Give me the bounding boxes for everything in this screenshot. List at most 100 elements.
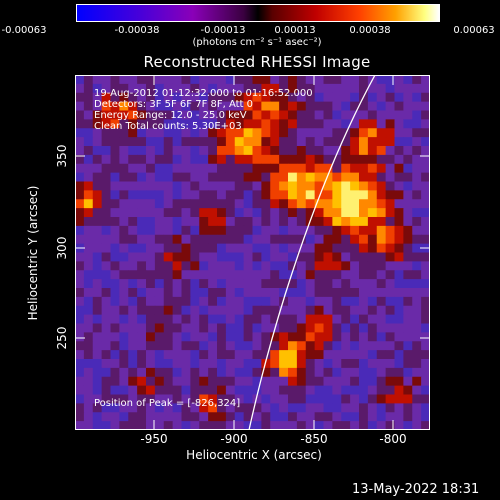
image-pixel: [332, 199, 342, 209]
image-pixel: [146, 279, 156, 289]
image-pixel: [83, 128, 94, 138]
image-pixel: [146, 359, 156, 369]
image-pixel: [252, 279, 262, 289]
image-pixel: [332, 208, 342, 218]
image-pixel: [261, 394, 271, 404]
image-pixel: [92, 296, 103, 307]
image-pixel: [412, 296, 422, 307]
image-pixel: [252, 119, 262, 129]
image-pixel: [75, 225, 85, 236]
image-pixel: [199, 225, 209, 236]
image-pixel: [128, 101, 138, 111]
image-pixel: [385, 296, 395, 307]
image-pixel: [359, 181, 369, 191]
image-pixel: [350, 119, 360, 129]
image-pixel: [110, 421, 120, 430]
image-pixel: [296, 83, 307, 94]
image-pixel: [403, 110, 413, 120]
image-pixel: [75, 252, 85, 262]
image-pixel: [190, 403, 200, 413]
image-pixel: [305, 252, 316, 262]
image-pixel: [350, 75, 360, 85]
image-pixel: [128, 146, 138, 156]
image-pixel: [217, 270, 227, 280]
image-pixel: [332, 146, 342, 156]
image-pixel: [172, 367, 182, 378]
image-pixel: [137, 208, 147, 218]
image-pixel: [252, 128, 262, 138]
image-pixel: [225, 101, 236, 111]
image-pixel: [296, 376, 307, 387]
image-pixel: [154, 305, 165, 316]
image-pixel: [190, 172, 200, 182]
image-pixel: [208, 376, 218, 387]
image-pixel: [359, 163, 369, 174]
image-pixel: [376, 288, 387, 298]
image-pixel: [137, 243, 147, 253]
image-pixel: [385, 341, 395, 351]
image-pixel: [234, 359, 245, 369]
image-pixel: [75, 376, 85, 387]
image-pixel: [163, 305, 174, 316]
image-pixel: [270, 101, 280, 111]
image-pixel: [75, 296, 85, 307]
image-pixel: [279, 270, 289, 280]
image-pixel: [101, 101, 111, 111]
image-pixel: [314, 412, 324, 422]
image-pixel: [305, 332, 316, 342]
image-pixel: [288, 252, 298, 262]
image-pixel: [137, 217, 147, 227]
image-pixel: [146, 154, 156, 165]
image-pixel: [181, 332, 191, 342]
image-pixel: [296, 243, 307, 253]
image-pixel: [92, 359, 103, 369]
image-pixel: [128, 163, 138, 174]
image-pixel: [154, 403, 165, 413]
image-pixel: [154, 341, 165, 351]
image-pixel: [305, 350, 316, 360]
image-pixel: [101, 234, 111, 245]
image-pixel: [137, 421, 147, 430]
image-pixel: [403, 421, 413, 430]
image-pixel: [350, 217, 360, 227]
image-pixel: [332, 234, 342, 245]
image-pixel: [154, 412, 165, 422]
image-pixel: [181, 403, 191, 413]
image-pixel: [83, 359, 94, 369]
image-pixel: [190, 199, 200, 209]
image-pixel: [367, 403, 378, 413]
image-pixel: [270, 421, 280, 430]
image-pixel: [332, 270, 342, 280]
image-pixel: [163, 75, 174, 85]
image-pixel: [341, 146, 351, 156]
image-pixel: [92, 350, 103, 360]
image-pixel: [421, 385, 430, 395]
image-pixel: [359, 110, 369, 120]
image-pixel: [181, 288, 191, 298]
image-pixel: [296, 75, 307, 85]
image-pixel: [163, 270, 174, 280]
image-pixel: [350, 225, 360, 236]
image-pixel: [288, 217, 298, 227]
image-pixel: [119, 367, 129, 378]
image-pixel: [288, 323, 298, 333]
image-pixel: [92, 270, 103, 280]
image-pixel: [128, 199, 138, 209]
image-pixel: [270, 190, 280, 200]
image-pixel: [119, 154, 129, 165]
image-pixel: [119, 190, 129, 200]
image-pixel: [110, 146, 120, 156]
image-pixel: [83, 172, 94, 182]
image-pixel: [119, 163, 129, 174]
image-pixel: [101, 359, 111, 369]
image-pixel: [367, 279, 378, 289]
image-pixel: [394, 92, 404, 103]
image-pixel: [270, 119, 280, 129]
image-pixel: [270, 154, 280, 165]
image-pixel: [367, 341, 378, 351]
image-pixel: [225, 288, 236, 298]
image-pixel: [154, 359, 165, 369]
image-pixel: [146, 75, 156, 85]
image-pixel: [359, 403, 369, 413]
image-pixel: [92, 208, 103, 218]
